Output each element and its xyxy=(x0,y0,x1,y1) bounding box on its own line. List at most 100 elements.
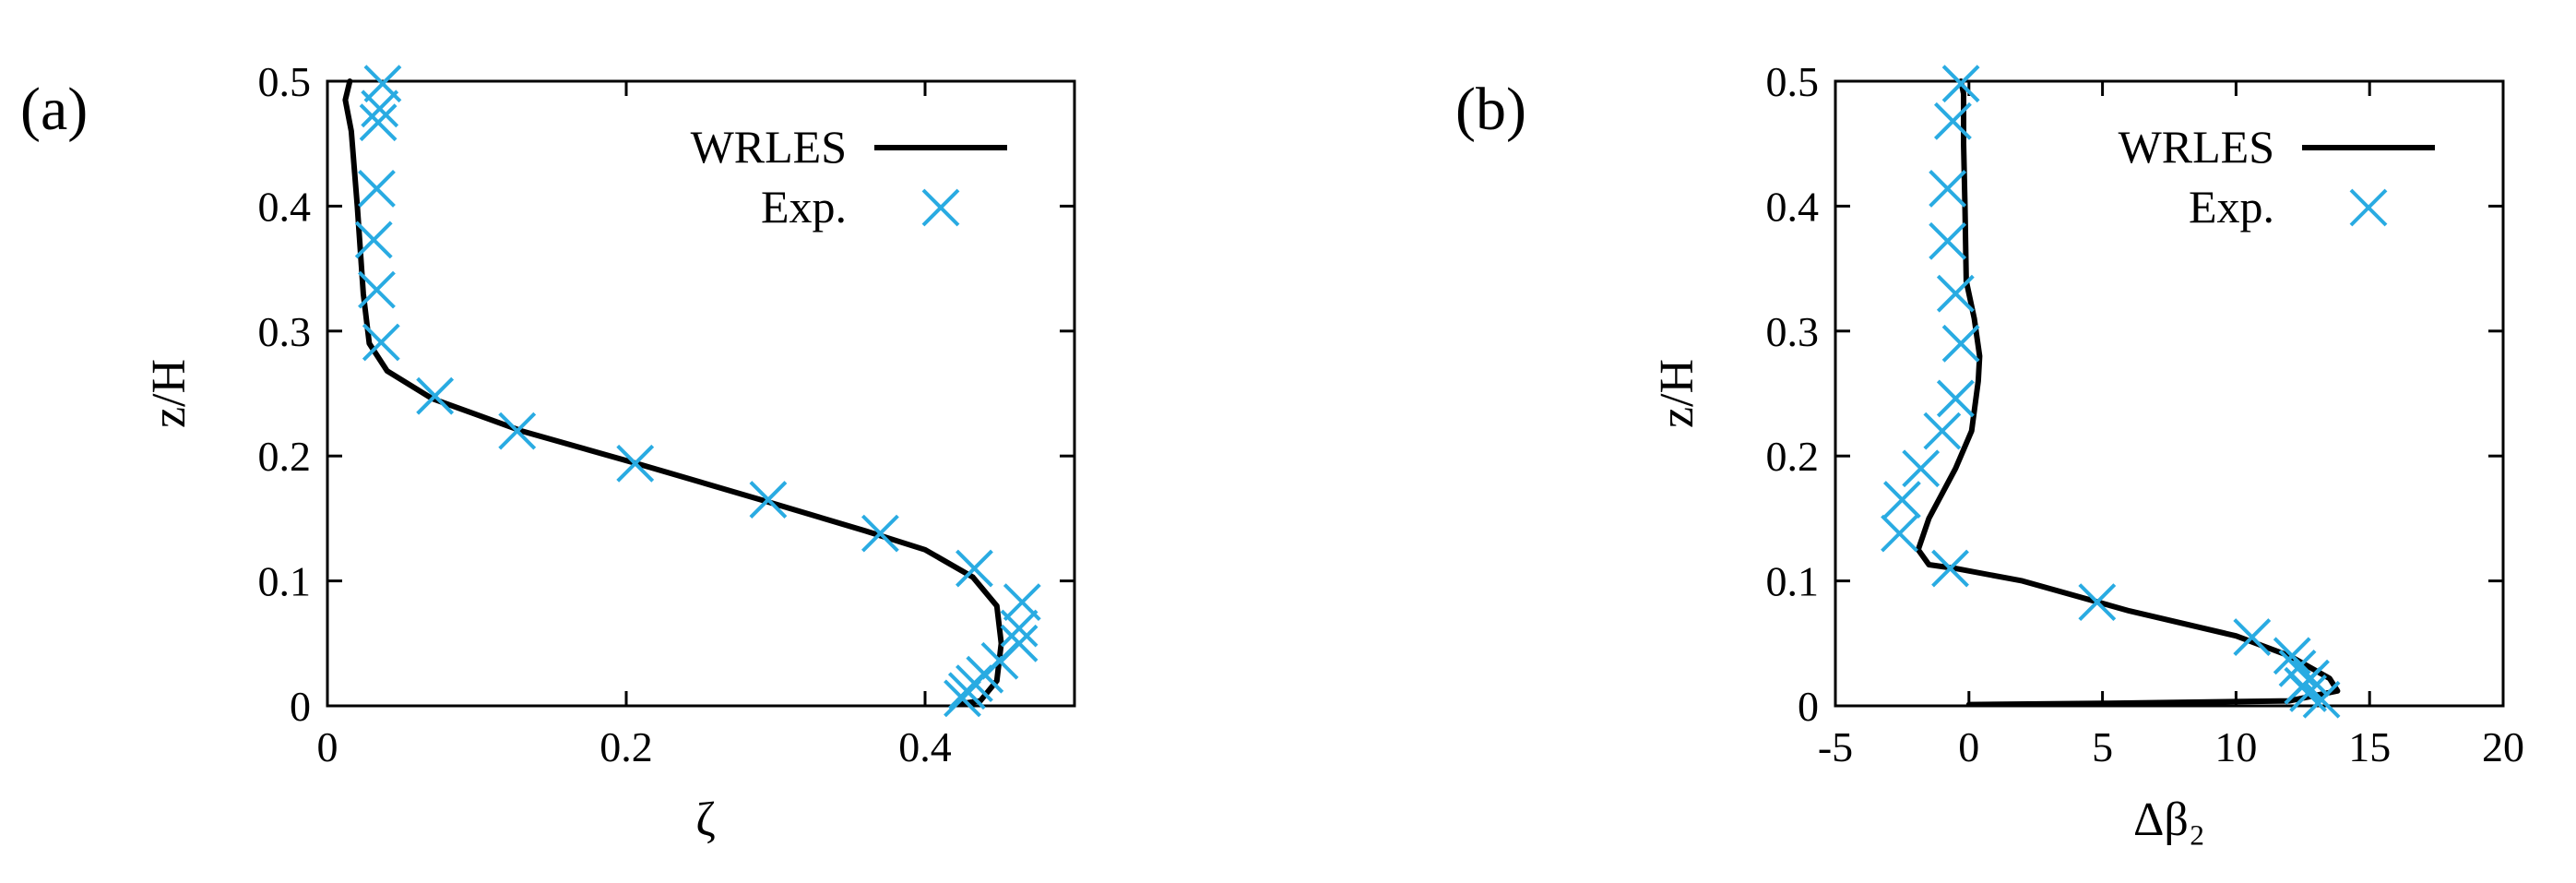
data-point-exp xyxy=(2273,637,2311,675)
data-point-exp xyxy=(361,89,399,128)
y-tick-label: 0 xyxy=(1798,683,1819,730)
marker-stroke xyxy=(362,323,400,362)
data-point-exp xyxy=(1929,221,1967,260)
marker-stroke xyxy=(498,412,537,450)
y-tick-label: 0.5 xyxy=(258,58,312,105)
data-point-exp xyxy=(1931,549,1969,588)
x-tick-label: 0.4 xyxy=(898,723,952,770)
data-point-exp xyxy=(1941,324,1980,363)
marker-stroke xyxy=(861,514,899,553)
marker-stroke xyxy=(1000,609,1039,648)
data-point-exp xyxy=(2289,674,2328,712)
marker-stroke xyxy=(2302,680,2341,719)
chart-panel-b: (b)-5 0 5 10 15 2000.10.20.30.40.5Δβ₂z/HWRLES… xyxy=(1455,58,2524,846)
x-tick-label: 5 xyxy=(2092,723,2113,770)
series-line-wrles xyxy=(342,78,1004,706)
marker-stroke xyxy=(1936,274,1975,313)
y-tick-label: 0.3 xyxy=(258,308,312,355)
data-point-exp xyxy=(1936,274,1975,313)
data-point-exp xyxy=(416,376,455,415)
data-point-exp xyxy=(1881,514,1918,553)
x-tick-label: 20 xyxy=(2482,723,2524,770)
data-point-exp xyxy=(2078,583,2117,622)
data-point-exp xyxy=(2233,618,2272,656)
data-point-exp xyxy=(1882,481,1921,519)
data-point-exp xyxy=(498,412,537,450)
data-point-exp xyxy=(358,270,396,309)
x-tick-label: 10 xyxy=(2214,723,2257,770)
marker-stroke xyxy=(1881,514,1918,553)
y-tick-label: 0.4 xyxy=(258,183,312,230)
marker-stroke xyxy=(1929,170,1967,208)
data-point-exp xyxy=(1000,609,1039,648)
marker-stroke xyxy=(359,103,398,142)
data-point-exp xyxy=(1923,412,1962,450)
data-point-exp xyxy=(358,170,396,208)
x-tick-label: 0 xyxy=(1958,723,1979,770)
data-point-exp xyxy=(1936,379,1975,418)
data-point-exp xyxy=(1941,65,1980,103)
marker-stroke xyxy=(2278,649,2317,687)
marker-stroke xyxy=(749,481,788,519)
legend-label-exp: Exp. xyxy=(2189,181,2274,233)
y-tick-label: 0.3 xyxy=(1766,308,1820,355)
marker-stroke xyxy=(1931,549,1969,588)
marker-stroke xyxy=(2233,618,2272,656)
legend-label-wrles: WRLES xyxy=(691,121,847,173)
marker-stroke xyxy=(361,89,399,128)
panel-label: (a) xyxy=(20,76,88,143)
data-point-exp xyxy=(944,679,981,718)
y-tick-label: 0.2 xyxy=(258,433,312,480)
y-axis-title: z/H xyxy=(1651,359,1703,428)
marker-stroke xyxy=(416,376,455,415)
legend-marker-exp xyxy=(2349,188,2388,227)
marker-stroke xyxy=(1923,412,1962,450)
marker-stroke xyxy=(944,679,981,718)
marker-stroke xyxy=(2078,583,2117,622)
y-tick-label: 0 xyxy=(290,683,311,730)
marker-stroke xyxy=(363,65,402,103)
marker-stroke xyxy=(1003,583,1041,622)
marker-stroke xyxy=(921,188,960,227)
data-point-exp xyxy=(1902,449,1941,488)
legend-label-wrles: WRLES xyxy=(2119,121,2274,173)
plot-frame xyxy=(1834,79,2505,708)
marker-stroke xyxy=(1936,379,1975,418)
y-axis-title: z/H xyxy=(143,359,196,428)
panel-label: (b) xyxy=(1455,76,1526,143)
x-tick-label: 0 xyxy=(317,723,338,770)
marker-stroke xyxy=(1882,481,1921,519)
data-point-exp xyxy=(947,672,986,710)
series-line-wrles xyxy=(1915,78,2341,706)
marker-stroke xyxy=(354,221,393,259)
data-point-exp xyxy=(956,549,993,588)
x-tick-label: 0.2 xyxy=(599,723,653,770)
marker-stroke xyxy=(1941,65,1980,103)
y-tick-label: 0.1 xyxy=(1766,558,1820,605)
marker-stroke xyxy=(2289,674,2328,712)
marker-stroke xyxy=(956,549,993,588)
y-tick-label: 0.4 xyxy=(1766,183,1820,230)
data-point-exp xyxy=(2302,680,2341,719)
marker-stroke xyxy=(2349,188,2388,227)
marker-stroke xyxy=(616,444,655,483)
data-point-exp xyxy=(1929,170,1967,208)
x-tick-label: 15 xyxy=(2348,723,2391,770)
marker-stroke xyxy=(1941,324,1980,363)
data-point-exp xyxy=(354,221,393,259)
chart-panel-a: (a) 0 0.2 0.4 0 0.1 0.2 0.3 0.4 0.5 ζ z/H WRLES Exp. xyxy=(20,58,1076,846)
legend-marker-exp xyxy=(921,188,960,227)
marker-stroke xyxy=(947,672,986,710)
y-tick-label: 0.1 xyxy=(258,558,312,605)
y-tick-label: 0.2 xyxy=(1766,433,1820,480)
plot-frame xyxy=(326,79,1076,708)
x-axis-title: ζ xyxy=(695,794,716,846)
data-point-exp xyxy=(362,323,400,362)
marker-stroke xyxy=(1902,449,1941,488)
marker-stroke xyxy=(1934,101,1972,140)
x-tick-label: -5 xyxy=(1818,723,1853,770)
data-point-exp xyxy=(616,444,655,483)
data-point-exp xyxy=(749,481,788,519)
